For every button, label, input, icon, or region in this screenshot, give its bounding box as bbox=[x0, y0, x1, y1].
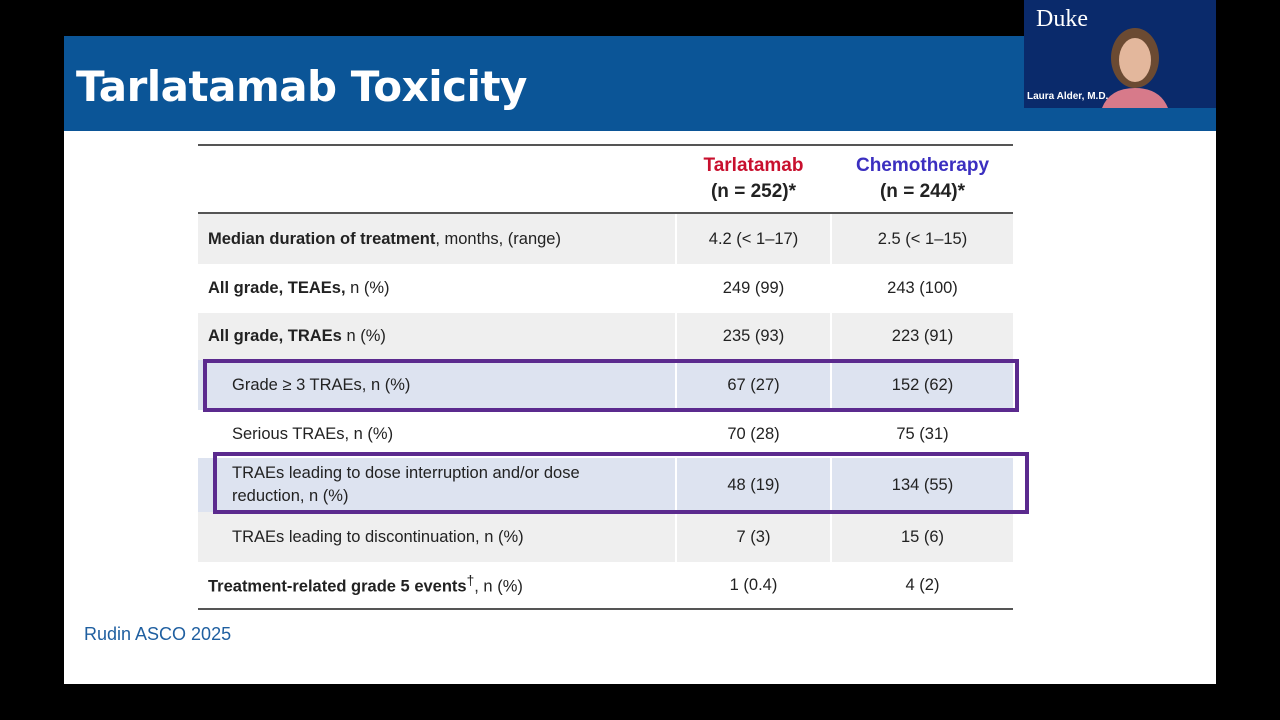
cell-tarlatamab: 67 (27) bbox=[675, 360, 830, 410]
highlight-box-grade3 bbox=[203, 359, 1019, 412]
label-bold: Median duration of treatment bbox=[208, 229, 436, 248]
slide-title: Tarlatamab Toxicity bbox=[76, 62, 527, 111]
table-row: Median duration of treatment, months, (r… bbox=[198, 214, 1013, 264]
webcam-overlay: Duke Laura Alder, M.D. bbox=[1024, 0, 1216, 108]
toxicity-table: Tarlatamab (n = 252)* Chemotherapy (n = 24… bbox=[198, 144, 1013, 610]
table-row-highlighted: TRAEs leading to dose interruption and/o… bbox=[198, 458, 1013, 512]
label-bold: All grade, TRAEs bbox=[208, 327, 342, 345]
cell-chemotherapy: 243 (100) bbox=[830, 264, 1013, 313]
label-rest: , months, (range) bbox=[435, 229, 561, 248]
row-label: Treatment-related grade 5 events†, n (%) bbox=[198, 573, 675, 597]
row-label: Grade ≥ 3 TRAEs, n (%) bbox=[232, 375, 411, 394]
divider bbox=[198, 144, 1013, 146]
cell-chemotherapy: 134 (55) bbox=[830, 458, 1013, 512]
duke-logo: Duke bbox=[1036, 6, 1088, 32]
table-row: All grade, TEAEs, n (%) 249 (99) 243 (10… bbox=[198, 264, 1013, 313]
row-label: TRAEs leading to dose interruption and/o… bbox=[232, 464, 580, 505]
citation: Rudin ASCO 2025 bbox=[84, 624, 232, 644]
highlight-box-dose-interruption bbox=[213, 452, 1029, 514]
divider bbox=[198, 212, 1013, 214]
label-rest: n (%) bbox=[345, 279, 390, 297]
cell-chemotherapy: 2.5 (< 1–15) bbox=[830, 214, 1013, 264]
row-label: TRAEs leading to discontinuation, n (%) bbox=[232, 527, 524, 546]
table-row: TRAEs leading to discontinuation, n (%) … bbox=[198, 512, 1013, 562]
cell-tarlatamab: 48 (19) bbox=[675, 458, 830, 512]
col-chemotherapy: Chemotherapy (n = 244)* bbox=[830, 146, 1013, 212]
label-bold: Treatment-related grade 5 events bbox=[208, 577, 467, 596]
label-rest: n (%) bbox=[341, 327, 386, 345]
divider bbox=[198, 608, 1013, 610]
table-row-highlighted: Grade ≥ 3 TRAEs, n (%) 67 (27) 152 (62) bbox=[198, 360, 1013, 410]
cell-tarlatamab: 7 (3) bbox=[675, 512, 830, 562]
cell-chemotherapy: 4 (2) bbox=[830, 562, 1013, 608]
cell-tarlatamab: 70 (28) bbox=[675, 410, 830, 458]
row-label: Median duration of treatment, months, (r… bbox=[198, 230, 675, 249]
cell-tarlatamab: 4.2 (< 1–17) bbox=[675, 214, 830, 264]
row-label: Serious TRAEs, n (%) bbox=[232, 424, 394, 443]
slide: Tarlatamab Toxicity Tarlatamab (n = 252)*… bbox=[64, 36, 1216, 684]
col-n: (n = 244)* bbox=[879, 181, 965, 202]
col-n: (n = 252)* bbox=[710, 181, 796, 202]
presenter-video bbox=[1102, 28, 1168, 108]
row-label: All grade, TEAEs, n (%) bbox=[198, 279, 675, 298]
presenter-name: Laura Alder, M.D. bbox=[1027, 91, 1109, 102]
cell-tarlatamab: 235 (93) bbox=[675, 313, 830, 360]
cell-chemotherapy: 75 (31) bbox=[830, 410, 1013, 458]
dagger: † bbox=[466, 573, 475, 589]
row-label: All grade, TRAEs n (%) bbox=[198, 327, 675, 346]
cell-chemotherapy: 15 (6) bbox=[830, 512, 1013, 562]
table-row: Treatment-related grade 5 events†, n (%)… bbox=[198, 562, 1013, 608]
cell-chemotherapy: 152 (62) bbox=[830, 360, 1013, 410]
table-row: All grade, TRAEs n (%) 235 (93) 223 (91) bbox=[198, 313, 1013, 360]
table-header: Tarlatamab (n = 252)* Chemotherapy (n = 24… bbox=[198, 146, 1013, 212]
cell-tarlatamab: 1 (0.4) bbox=[675, 562, 830, 608]
col-name: Tarlatamab bbox=[703, 155, 804, 176]
cell-chemotherapy: 223 (91) bbox=[830, 313, 1013, 360]
col-name: Chemotherapy bbox=[855, 155, 990, 176]
label-rest: , n (%) bbox=[474, 577, 523, 596]
table-row: Serious TRAEs, n (%) 70 (28) 75 (31) bbox=[198, 410, 1013, 458]
col-tarlatamab: Tarlatamab (n = 252)* bbox=[675, 146, 830, 212]
label-bold: All grade, TEAEs, bbox=[208, 279, 346, 297]
cell-tarlatamab: 249 (99) bbox=[675, 264, 830, 313]
